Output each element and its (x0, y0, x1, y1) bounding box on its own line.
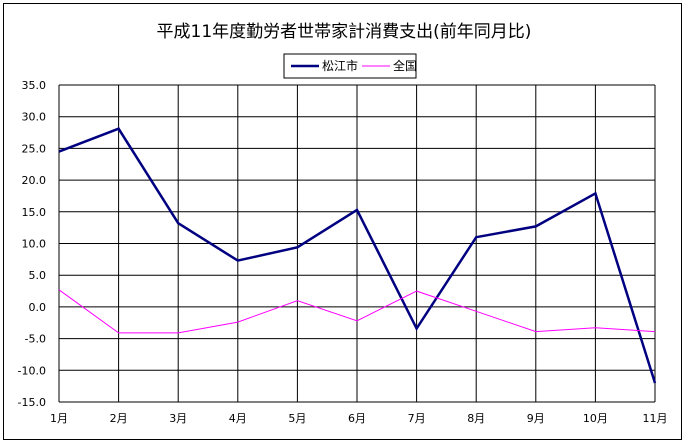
chart-title: 平成11年度勤労者世帯家計消費支出(前年同月比) (157, 22, 532, 42)
x-tick-label: 3月 (169, 412, 187, 425)
y-tick-label: 10.0 (22, 238, 47, 251)
series-layer (58, 127, 657, 384)
y-tick-label: -15.0 (18, 396, 46, 409)
y-axis-ticks: -15.0 -10.0 -5.0 0.0 5.0 10.0 15.0 20.0 25.0 30.0… (18, 79, 46, 409)
x-tick-label: 4月 (229, 412, 247, 425)
plot-area (58, 84, 656, 403)
y-tick-label: 35.0 (22, 79, 47, 92)
y-tick-label: 30.0 (22, 111, 47, 124)
x-tick-label: 1月 (50, 412, 68, 425)
y-tick-label: 20.0 (22, 174, 47, 187)
x-axis-ticks: 1月 2月 3月 4月 5月 6月 7月 8月 9月 10月 11月 (50, 412, 668, 425)
y-tick-label: -10.0 (18, 364, 46, 377)
y-tick-label: 15.0 (22, 206, 47, 219)
y-tick-label: 0.0 (29, 301, 47, 314)
legend: 松江市 全国 (283, 53, 417, 79)
legend-label-matsue: 松江市 (322, 58, 358, 73)
x-tick-label: 11月 (643, 412, 668, 425)
x-tick-label: 10月 (583, 412, 608, 425)
x-tick-label: 5月 (288, 412, 306, 425)
x-tick-label: 7月 (408, 412, 426, 425)
legend-label-national: 全国 (393, 58, 417, 73)
x-tick-label: 8月 (467, 412, 485, 425)
x-tick-label: 9月 (527, 412, 545, 425)
x-tick-label: 6月 (348, 412, 366, 425)
x-tick-label: 2月 (110, 412, 128, 425)
y-tick-label: 25.0 (22, 142, 47, 155)
y-tick-label: -5.0 (25, 333, 46, 346)
y-tick-label: 5.0 (29, 269, 47, 282)
